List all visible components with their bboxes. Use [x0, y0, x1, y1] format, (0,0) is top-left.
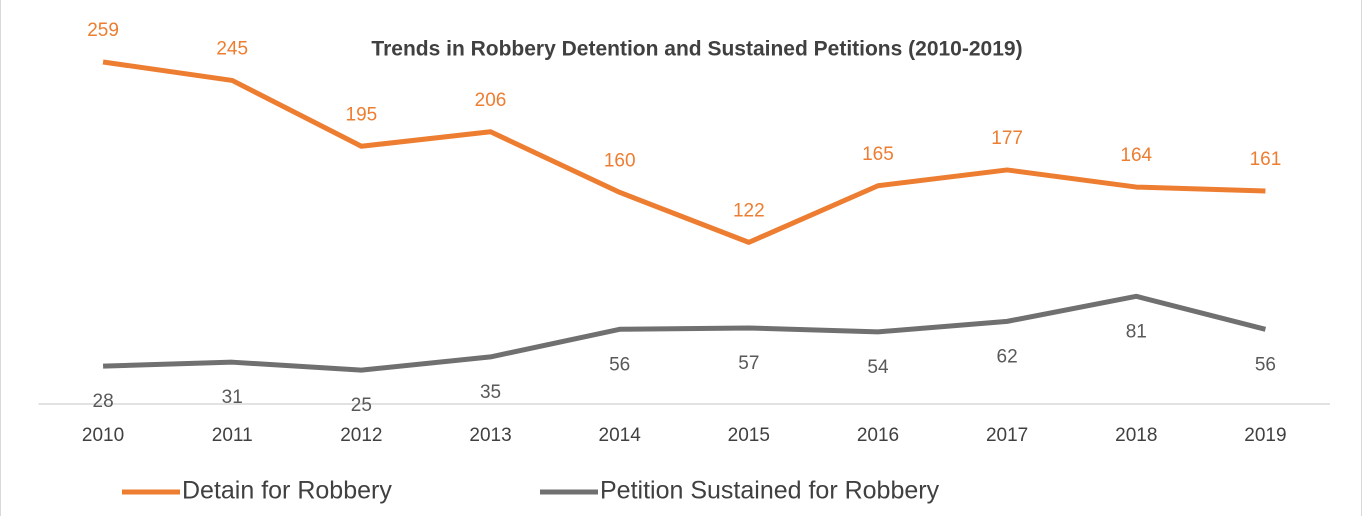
- legend-label: Detain for Robbery: [182, 477, 392, 505]
- x-tick-label: 2016: [857, 425, 899, 446]
- data-label: 165: [862, 144, 894, 165]
- data-label: 195: [346, 104, 378, 125]
- x-tick-label: 2012: [340, 425, 382, 446]
- data-label: 28: [93, 391, 114, 412]
- x-tick-label: 2013: [469, 425, 511, 446]
- data-label: 206: [475, 90, 507, 111]
- data-label: 54: [867, 357, 889, 378]
- data-label: 56: [1255, 354, 1276, 375]
- data-label: 25: [351, 395, 372, 416]
- x-tick-label: 2017: [986, 425, 1028, 446]
- data-label: 56: [609, 354, 630, 375]
- data-label: 57: [738, 353, 759, 374]
- x-tick-label: 2011: [212, 425, 253, 446]
- data-label: 81: [1126, 321, 1147, 342]
- x-tick-label: 2010: [82, 425, 124, 446]
- x-tick-label: 2019: [1244, 425, 1286, 446]
- data-label: 31: [222, 387, 243, 408]
- x-tick-label: 2018: [1115, 425, 1157, 446]
- data-label: 161: [1250, 149, 1282, 170]
- line-series: [102, 59, 1266, 245]
- data-label: 259: [87, 20, 119, 41]
- data-label: 164: [1120, 145, 1152, 166]
- x-tick-label: 2014: [599, 425, 642, 446]
- data-label: 35: [480, 382, 501, 403]
- x-tick-label: 2015: [728, 425, 770, 446]
- legend-label: Petition Sustained for Robbery: [600, 477, 940, 505]
- data-label: 62: [997, 346, 1018, 367]
- data-label: 160: [604, 150, 636, 171]
- chart-title: Trends in Robbery Detention and Sustaine…: [371, 38, 1022, 61]
- data-label: 245: [216, 38, 248, 59]
- data-label: 177: [991, 128, 1023, 149]
- data-label: 122: [733, 200, 765, 221]
- line-series: [102, 293, 1267, 373]
